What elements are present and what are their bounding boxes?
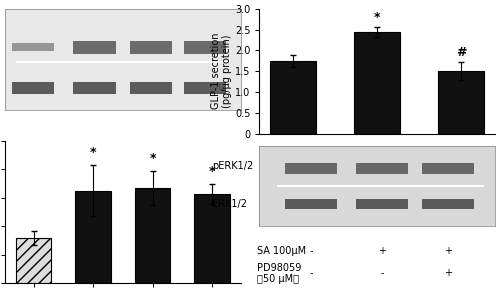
Y-axis label: GLP-1 secretion
(pg/μg protein): GLP-1 secretion (pg/μg protein) [210,33,232,110]
Bar [354,32,401,133]
Bar [422,199,474,208]
Bar [356,163,408,174]
Bar [75,191,111,283]
Text: -: - [310,246,313,256]
Text: PD98059
（50 μM）: PD98059 （50 μM） [257,263,302,284]
Text: *: * [90,146,96,159]
Text: +: + [444,246,452,256]
Bar [184,41,226,54]
Bar [130,41,172,54]
Bar [130,82,172,94]
Bar [286,199,337,208]
Text: *: * [150,152,156,165]
Bar [12,82,54,94]
Bar [16,238,52,283]
Text: -: - [380,268,384,279]
Bar [438,71,484,133]
Text: B: B [194,0,206,3]
Bar [194,194,230,283]
Bar [134,188,170,283]
Text: #: # [456,46,466,60]
Text: *: * [209,165,216,178]
Bar [356,199,408,208]
Bar [286,163,337,174]
Bar [184,82,226,94]
Text: ERK1/2: ERK1/2 [212,199,248,209]
Text: *: * [374,11,380,24]
Bar [270,61,316,133]
Text: pERK1/2: pERK1/2 [212,161,254,171]
Text: +: + [444,268,452,279]
Text: -: - [310,268,313,279]
Text: SA 100μM: SA 100μM [257,246,306,256]
Bar [74,41,116,54]
Bar [74,82,116,94]
Bar [422,163,474,174]
Text: +: + [378,246,386,256]
Bar [12,43,54,51]
